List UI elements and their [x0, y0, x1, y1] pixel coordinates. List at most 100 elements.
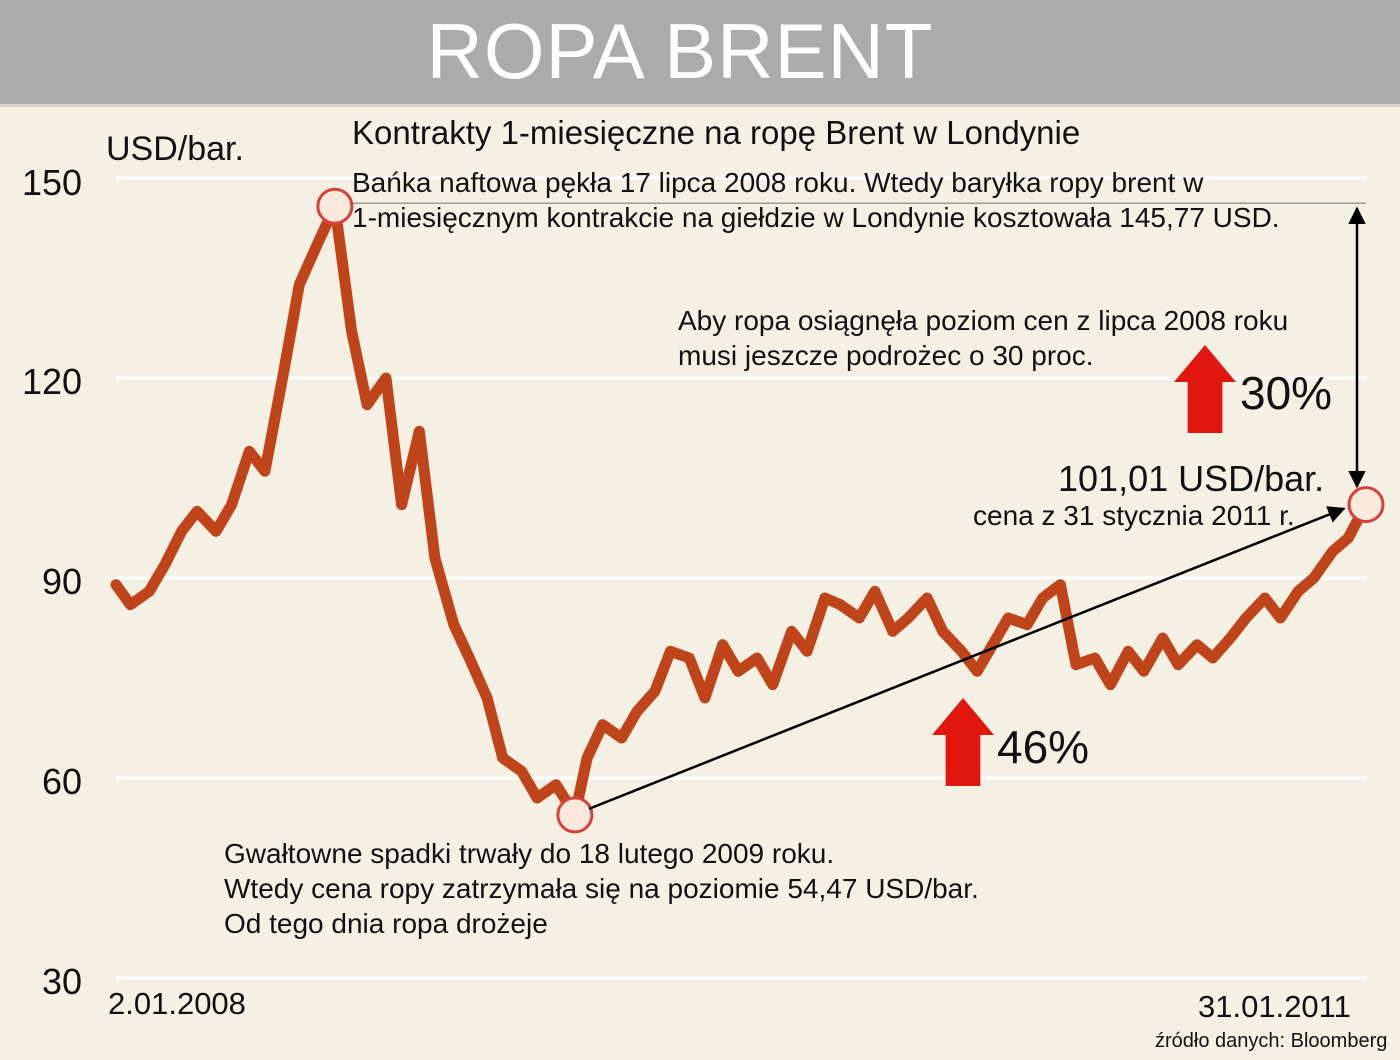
- price-point: [1294, 587, 1303, 596]
- price-point: [753, 654, 762, 662]
- price-point: [1260, 594, 1269, 602]
- price-point: [633, 707, 642, 716]
- price-point: [1328, 547, 1337, 556]
- price-point: [279, 367, 288, 376]
- price-point: [112, 580, 120, 589]
- price-point: [1344, 534, 1353, 542]
- price-point: [1309, 574, 1318, 582]
- price-point: [465, 654, 474, 662]
- price-point: [1158, 634, 1167, 642]
- y-tick-120: 120: [22, 361, 83, 402]
- chart-title: Kontrakty 1-miesięczne na ropę Brent w L…: [352, 114, 1081, 151]
- price-point: [598, 720, 607, 729]
- price-point: [768, 680, 777, 689]
- target-note-line-2: musi jeszcze podrożec o 30 proc.: [678, 340, 1094, 371]
- price-point: [1174, 660, 1183, 669]
- pct-rise-label: 46%: [997, 721, 1090, 773]
- price-point: [803, 647, 812, 656]
- price-point: [718, 640, 727, 649]
- price-point: [363, 400, 372, 409]
- price-point: [517, 767, 526, 776]
- price-point: [245, 447, 254, 456]
- price-point: [888, 627, 897, 636]
- price-point: [212, 527, 220, 536]
- x-tick-start: 2.01.2008: [108, 986, 246, 1021]
- price-point: [552, 780, 560, 789]
- price-point: [1276, 614, 1285, 622]
- price-point: [1004, 614, 1013, 622]
- price-point: [855, 614, 864, 622]
- price-point: [938, 627, 947, 636]
- price-point: [870, 587, 879, 596]
- price-point: [193, 507, 202, 516]
- price-point: [734, 667, 743, 676]
- price-point: [430, 554, 439, 562]
- price-point: [415, 427, 424, 436]
- price-point: [313, 240, 322, 249]
- peak-note-line-1: Bańka naftowa pękła 17 lipca 2008 roku. …: [352, 167, 1204, 198]
- low-note-line-2: Wtedy cena ropy zatrzymała się na poziom…: [224, 873, 979, 904]
- price-point: [145, 587, 154, 596]
- price-point: [957, 647, 966, 656]
- price-point: [449, 620, 458, 629]
- price-point: [820, 594, 829, 602]
- y-tick-90: 90: [42, 561, 83, 602]
- trend-arrow: [588, 506, 1346, 811]
- page-title: ROPA BRENT: [426, 7, 934, 95]
- y-axis-label: USD/bar.: [106, 130, 244, 168]
- pct-to-peak-label: 30%: [1240, 367, 1333, 419]
- price-point: [1023, 620, 1032, 629]
- end-value-label: 101,01 USD/bar.: [1058, 458, 1325, 499]
- y-tick-30: 30: [42, 961, 83, 1002]
- y-tick-60: 60: [42, 761, 83, 802]
- header-banner: ROPA BRENT: [0, 0, 1400, 107]
- price-point: [1038, 594, 1047, 602]
- pct-rise-arrow-icon: [932, 698, 994, 786]
- peak-note-line-2: 1-miesięcznym kontrakcie na giełdzie w L…: [352, 202, 1280, 233]
- low-note-line-3: Od tego dnia ropa drożeje: [224, 908, 548, 939]
- low-note-line-1: Gwałtowne spadki trwały do 18 lutego 200…: [224, 838, 835, 869]
- price-point: [700, 694, 709, 702]
- price-point: [126, 600, 135, 609]
- price-point: [685, 654, 694, 662]
- price-point: [1242, 614, 1250, 622]
- price-point: [973, 667, 982, 676]
- target-note-line-1: Aby ropa osiągnęła poziom cen z lipca 20…: [678, 305, 1289, 336]
- price-point: [177, 527, 186, 536]
- price-point: [160, 560, 169, 569]
- end-date-label: cena z 31 stycznia 2011 r.: [973, 500, 1295, 531]
- price-point: [397, 500, 406, 509]
- price-point: [1056, 580, 1065, 589]
- price-point: [666, 647, 675, 656]
- price-point: [583, 754, 592, 762]
- y-tick-150: 150: [22, 162, 83, 203]
- end-marker: [1347, 486, 1385, 524]
- price-point: [1090, 654, 1099, 662]
- price-point: [836, 600, 845, 609]
- low-marker: [556, 796, 594, 834]
- price-point: [1139, 667, 1148, 676]
- pct-to-peak-arrow-icon: [1174, 345, 1236, 433]
- price-point: [904, 614, 913, 622]
- price-point: [1124, 647, 1133, 656]
- price-point: [498, 754, 507, 762]
- price-point: [1072, 660, 1080, 669]
- price-point: [787, 627, 796, 636]
- price-point: [227, 500, 236, 509]
- price-point: [1208, 654, 1217, 662]
- price-point: [923, 594, 932, 602]
- price-point: [617, 734, 626, 742]
- x-tick-end: 31.01.2011: [1198, 989, 1351, 1024]
- price-point: [1226, 634, 1235, 642]
- source-note: źródło danych: Bloomberg: [1155, 1030, 1388, 1052]
- price-point: [260, 467, 269, 476]
- price-point: [1106, 680, 1115, 689]
- price-point: [347, 327, 356, 336]
- price-point: [533, 794, 542, 802]
- price-point: [295, 280, 304, 289]
- peak-marker: [316, 187, 354, 225]
- price-point: [483, 694, 492, 702]
- price-point: [1193, 640, 1202, 649]
- price-point: [650, 687, 659, 696]
